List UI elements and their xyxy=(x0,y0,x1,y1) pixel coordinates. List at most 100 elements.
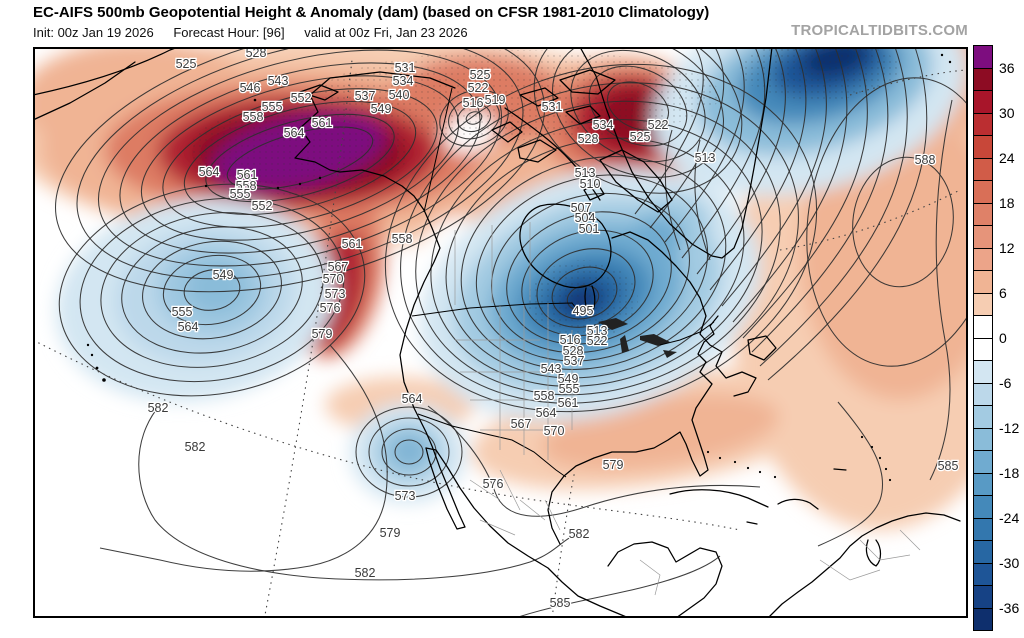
contour-label: 525 xyxy=(176,57,197,71)
contour-label: 528 xyxy=(246,47,267,60)
colorbar-segment xyxy=(974,270,992,293)
colorbar-tick-label: -18 xyxy=(999,465,1020,482)
colorbar-segment xyxy=(974,135,992,158)
contour-label: 552 xyxy=(291,91,312,105)
contour-label: 579 xyxy=(380,526,401,540)
colorbar-tick-label: 36 xyxy=(999,59,1015,76)
contour-label: 513 xyxy=(695,151,716,165)
contour-label: 528 xyxy=(578,132,599,146)
colorbar-tick-label: 6 xyxy=(999,284,1007,301)
colorbar-segment xyxy=(974,382,992,405)
colorbar-segment xyxy=(974,67,992,90)
colorbar-tick-label: -12 xyxy=(999,420,1020,437)
contour-label: 537 xyxy=(564,354,585,368)
contour-label: 507 xyxy=(571,201,592,215)
contour-label: 531 xyxy=(542,100,563,114)
colorbar-segment xyxy=(974,157,992,180)
contour-label: 513 xyxy=(587,324,608,338)
contour-label: 564 xyxy=(199,165,220,179)
colorbar-segment xyxy=(974,517,992,540)
contour-label: 558 xyxy=(243,110,264,124)
colorbar-segment xyxy=(974,225,992,248)
contour-label: 552 xyxy=(252,199,273,213)
contour-label: 558 xyxy=(534,389,555,403)
contour-label: 513 xyxy=(575,166,596,180)
contour-label: 519 xyxy=(485,93,506,107)
contour-label: 495 xyxy=(573,304,594,318)
contour-label: 555 xyxy=(230,187,251,201)
colorbar-tick-label: 24 xyxy=(999,149,1015,166)
contour-label: 549 xyxy=(213,268,234,282)
contour-label: 582 xyxy=(569,527,590,541)
colorbar-scale xyxy=(973,45,993,631)
contour-label: 561 xyxy=(342,237,363,251)
contour-label: 537 xyxy=(355,89,376,103)
colorbar-segment xyxy=(974,360,992,383)
contour-label: 585 xyxy=(938,459,959,473)
header: EC-AIFS 500mb Geopotential Height & Anom… xyxy=(33,4,993,40)
colorbar-segment xyxy=(974,202,992,225)
contour-label: 555 xyxy=(559,382,580,396)
init-time: Init: 00z Jan 19 2026 xyxy=(33,25,154,40)
contour-label: 528 xyxy=(563,344,584,358)
forecast-hour: Forecast Hour: [96] xyxy=(173,25,285,40)
contour-label: 564 xyxy=(284,126,305,140)
contour-label: 555 xyxy=(262,100,283,114)
contour-label: 573 xyxy=(325,287,346,301)
contour-label: 564 xyxy=(536,406,557,420)
contour-label: 558 xyxy=(236,179,257,193)
contour-label: 501 xyxy=(579,222,600,236)
contour-label: 525 xyxy=(630,130,651,144)
colorbar-segment xyxy=(974,180,992,203)
contour-label: 504 xyxy=(575,211,596,225)
run-info: Init: 00z Jan 19 2026 Forecast Hour: [96… xyxy=(33,25,993,40)
contour-label: 576 xyxy=(483,477,504,491)
colorbar-tick-label: 18 xyxy=(999,194,1015,211)
contour-label: 540 xyxy=(389,88,410,102)
contour-label: 555 xyxy=(172,305,193,319)
colorbar-tick-label: 0 xyxy=(999,330,1007,346)
page-title: EC-AIFS 500mb Geopotential Height & Anom… xyxy=(33,4,710,21)
contour-label: 543 xyxy=(268,74,289,88)
contour-label: 564 xyxy=(178,320,199,334)
contour-label: 567 xyxy=(328,260,349,274)
contour-label: 522 xyxy=(468,81,489,95)
contour-label: 516 xyxy=(560,333,581,347)
height-contours xyxy=(55,47,968,498)
contour-label: 573 xyxy=(395,489,416,503)
contour-label: 546 xyxy=(240,81,261,95)
colorbar-tick-label: -24 xyxy=(999,510,1020,527)
contour-label: 522 xyxy=(587,334,608,348)
contour-label: 558 xyxy=(392,232,413,246)
contour-label: 582 xyxy=(355,566,376,580)
colorbar-tick-label: 30 xyxy=(999,104,1015,121)
weather-map: 525 528 543 546 552 555 558 561 564 564 561 558 555 5… xyxy=(33,47,968,618)
contour-label: 588 xyxy=(915,153,936,167)
contour-label: 579 xyxy=(603,458,624,472)
contour-label: 567 xyxy=(511,417,532,431)
colorbar-segment xyxy=(974,562,992,585)
contour-label: 582 xyxy=(185,440,206,454)
map-frame xyxy=(33,47,968,618)
colorbar-segment xyxy=(974,405,992,428)
contour-label: 561 xyxy=(558,396,579,410)
colorbar-tick-labels: 36 30 24 18 12 6 0 -6 -12 -18 -24 -30 -36 xyxy=(999,0,1024,638)
contour-label: 561 xyxy=(312,116,333,130)
contour-label: 534 xyxy=(593,118,614,132)
colorbar-segment xyxy=(974,247,992,270)
colorbar-segment xyxy=(974,607,992,630)
contour-label: 564 xyxy=(402,392,423,406)
colorbar-segment xyxy=(974,292,992,315)
colorbar-segment xyxy=(974,472,992,495)
watermark: TROPICALTIDBITS.COM xyxy=(791,22,968,39)
coastlines xyxy=(33,47,961,618)
colorbar-tick-label: -30 xyxy=(999,555,1020,572)
colorbar-segment xyxy=(974,540,992,563)
colorbar-segment xyxy=(974,315,992,338)
colorbar-segment xyxy=(974,46,992,68)
contour-label: 570 xyxy=(323,272,344,286)
contour-label: 582 xyxy=(148,401,169,415)
colorbar-segment xyxy=(974,427,992,450)
valid-time: valid at 00z Fri, Jan 23 2026 xyxy=(304,25,468,40)
